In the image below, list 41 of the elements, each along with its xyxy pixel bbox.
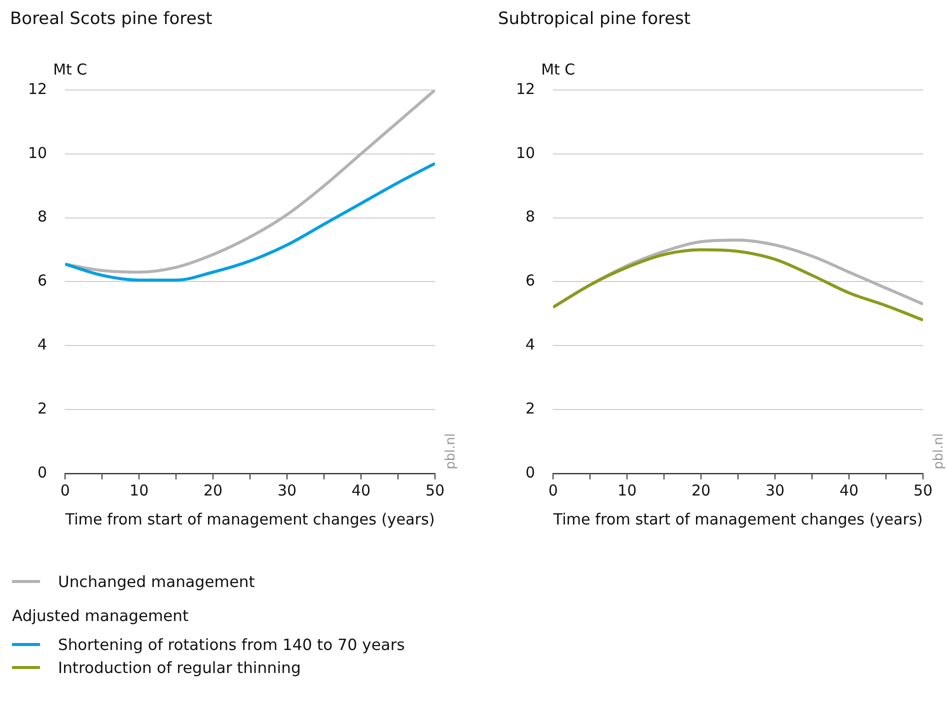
legend-label: Introduction of regular thinning bbox=[58, 658, 301, 676]
y-tick-label: 12 bbox=[516, 80, 536, 98]
x-tick-label: 50 bbox=[425, 481, 445, 500]
y-tick-label: 12 bbox=[28, 80, 48, 98]
text: pbl.nl bbox=[931, 433, 946, 470]
x-tick-label: 40 bbox=[839, 481, 859, 500]
chart-title: Boreal Scots pine forest bbox=[10, 9, 212, 29]
x-tick-label: 40 bbox=[351, 481, 371, 500]
x-tick-label: 0 bbox=[548, 481, 558, 500]
y-axis-title: Mt C bbox=[541, 60, 576, 78]
line-series bbox=[553, 248, 923, 322]
x-tick-label: 10 bbox=[130, 481, 149, 500]
y-tick-label: 10 bbox=[516, 144, 536, 162]
x-axis-title: Time from start of management changes (years) bbox=[552, 510, 923, 529]
y-axis-title: Mt C bbox=[53, 60, 88, 78]
x-tick-label: 0 bbox=[60, 481, 70, 500]
y-tick-label: 6 bbox=[38, 272, 48, 290]
y-tick-label: 6 bbox=[526, 272, 536, 290]
x-tick-label: 20 bbox=[204, 481, 223, 500]
legend-label: Shortening of rotations from 140 to 70 years bbox=[58, 636, 405, 654]
text: pbl.nl bbox=[443, 433, 458, 470]
line-series bbox=[65, 162, 435, 282]
y-tick-label: 8 bbox=[38, 208, 48, 226]
y-tick-label: 8 bbox=[526, 208, 536, 226]
x-tick-label: 30 bbox=[277, 481, 297, 500]
x-tick-label: 20 bbox=[692, 481, 711, 500]
y-tick-label: 2 bbox=[38, 399, 48, 418]
x-tick-label: 50 bbox=[913, 481, 933, 500]
line-series bbox=[65, 90, 435, 274]
x-axis-title: Time from start of management changes (years) bbox=[64, 510, 435, 529]
chart-title: Subtropical pine forest bbox=[498, 9, 691, 29]
y-tick-label: 2 bbox=[526, 399, 536, 418]
y-tick-label: 0 bbox=[526, 463, 536, 482]
y-tick-label: 0 bbox=[38, 463, 48, 482]
x-tick-label: 10 bbox=[618, 481, 637, 500]
y-tick-label: 4 bbox=[526, 335, 536, 354]
y-tick-label: 10 bbox=[28, 144, 48, 162]
x-tick-label: 30 bbox=[765, 481, 785, 500]
legend-label: Unchanged management bbox=[58, 572, 255, 590]
y-tick-label: 4 bbox=[38, 335, 48, 354]
legend-title: Adjusted management bbox=[12, 607, 190, 627]
